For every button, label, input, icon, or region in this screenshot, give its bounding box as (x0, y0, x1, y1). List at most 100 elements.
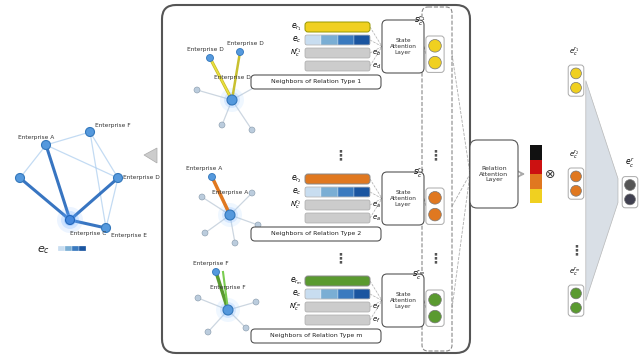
Bar (337, 187, 354, 197)
FancyBboxPatch shape (305, 22, 370, 32)
Text: ⋮: ⋮ (428, 148, 442, 162)
Circle shape (249, 127, 255, 133)
FancyBboxPatch shape (251, 75, 381, 89)
Circle shape (199, 194, 205, 200)
FancyBboxPatch shape (426, 36, 444, 72)
Text: $N_c^{r_2}$: $N_c^{r_2}$ (291, 199, 302, 211)
Circle shape (429, 56, 442, 69)
Bar (354, 187, 370, 197)
Text: Relation
Attention
Layer: Relation Attention Layer (479, 166, 509, 182)
Circle shape (212, 268, 220, 276)
Polygon shape (144, 148, 157, 163)
FancyBboxPatch shape (305, 276, 370, 286)
Circle shape (429, 293, 442, 306)
Circle shape (219, 122, 225, 128)
Circle shape (429, 192, 442, 204)
Text: Neighbors of Relation Type 1: Neighbors of Relation Type 1 (271, 79, 361, 84)
Polygon shape (586, 80, 618, 300)
Text: $e_c$: $e_c$ (292, 289, 302, 299)
Bar (65, 246, 72, 251)
Text: Enterprise C: Enterprise C (70, 231, 106, 236)
Text: $e_c$: $e_c$ (292, 187, 302, 197)
Text: $e_c$: $e_c$ (38, 244, 51, 256)
FancyBboxPatch shape (470, 140, 518, 208)
Bar (354, 289, 370, 299)
FancyBboxPatch shape (382, 20, 424, 73)
Circle shape (57, 207, 83, 233)
Text: $e_c^r$: $e_c^r$ (625, 156, 635, 169)
Text: $e_b$: $e_b$ (372, 48, 381, 58)
FancyBboxPatch shape (382, 274, 424, 327)
Text: Enterprise A: Enterprise A (186, 166, 222, 171)
Bar (337, 289, 354, 299)
Text: $s_c^{r_2}$: $s_c^{r_2}$ (413, 166, 425, 180)
Text: ⋮: ⋮ (333, 148, 347, 162)
Text: ⋮: ⋮ (569, 243, 583, 257)
Circle shape (15, 173, 24, 183)
Circle shape (113, 173, 122, 183)
Text: Enterprise F: Enterprise F (210, 285, 246, 290)
Bar (305, 35, 321, 45)
Circle shape (571, 82, 581, 93)
Circle shape (61, 211, 79, 229)
Circle shape (429, 40, 442, 52)
FancyBboxPatch shape (305, 213, 370, 223)
Text: Enterprise F: Enterprise F (95, 122, 131, 127)
Text: ⋮: ⋮ (428, 251, 442, 265)
Text: $s_c^{r_m}$: $s_c^{r_m}$ (412, 268, 425, 282)
FancyBboxPatch shape (622, 177, 638, 208)
Text: $e_c^{r_1}$: $e_c^{r_1}$ (569, 46, 580, 58)
Text: State
Attention
Layer: State Attention Layer (390, 292, 417, 309)
FancyBboxPatch shape (305, 48, 370, 58)
FancyBboxPatch shape (251, 227, 381, 241)
Circle shape (571, 68, 581, 79)
Text: Enterprise A: Enterprise A (212, 190, 248, 195)
Circle shape (255, 222, 261, 228)
FancyBboxPatch shape (426, 188, 444, 224)
Circle shape (222, 207, 238, 223)
Text: Enterprise D: Enterprise D (227, 41, 264, 46)
Circle shape (224, 92, 240, 108)
Circle shape (571, 171, 581, 182)
Circle shape (429, 310, 442, 323)
Circle shape (237, 48, 243, 56)
Circle shape (194, 87, 200, 93)
Circle shape (571, 185, 581, 196)
Bar (58, 246, 65, 251)
FancyBboxPatch shape (305, 174, 370, 184)
Bar (530, 174, 542, 188)
Text: $e_c^{r_2}$: $e_c^{r_2}$ (569, 149, 580, 161)
Circle shape (218, 203, 242, 227)
Text: State
Attention
Layer: State Attention Layer (390, 190, 417, 207)
Text: Neighbors of Relation Type m: Neighbors of Relation Type m (270, 334, 362, 339)
Circle shape (195, 295, 201, 301)
Circle shape (429, 208, 442, 221)
Text: $s_c^{r_1}$: $s_c^{r_1}$ (413, 14, 425, 28)
Circle shape (227, 95, 237, 105)
Circle shape (249, 190, 255, 196)
Text: Enterprise A: Enterprise A (18, 136, 54, 141)
Text: Enterprise F: Enterprise F (193, 261, 229, 266)
Text: $e_f$: $e_f$ (372, 302, 381, 312)
Bar (354, 35, 370, 45)
Text: $e_{r_2}$: $e_{r_2}$ (291, 173, 302, 185)
Text: $e_c^{r_m}$: $e_c^{r_m}$ (569, 266, 581, 278)
Text: $e_c$: $e_c$ (292, 35, 302, 45)
Text: $e_d$: $e_d$ (372, 61, 381, 70)
Text: Enterprise D: Enterprise D (187, 47, 223, 52)
Text: $\otimes$: $\otimes$ (545, 168, 556, 180)
Circle shape (253, 299, 259, 305)
Bar (305, 289, 321, 299)
Circle shape (42, 141, 51, 150)
Text: $e_{r_m}$: $e_{r_m}$ (290, 275, 302, 287)
FancyBboxPatch shape (251, 329, 381, 343)
Circle shape (232, 240, 238, 246)
Bar (337, 35, 354, 45)
Text: Enterprise D: Enterprise D (214, 75, 250, 80)
FancyBboxPatch shape (568, 65, 584, 96)
Circle shape (571, 302, 581, 313)
Text: $e_a$: $e_a$ (372, 213, 381, 222)
Text: State
Attention
Layer: State Attention Layer (390, 38, 417, 55)
Circle shape (225, 210, 235, 220)
FancyBboxPatch shape (568, 285, 584, 316)
